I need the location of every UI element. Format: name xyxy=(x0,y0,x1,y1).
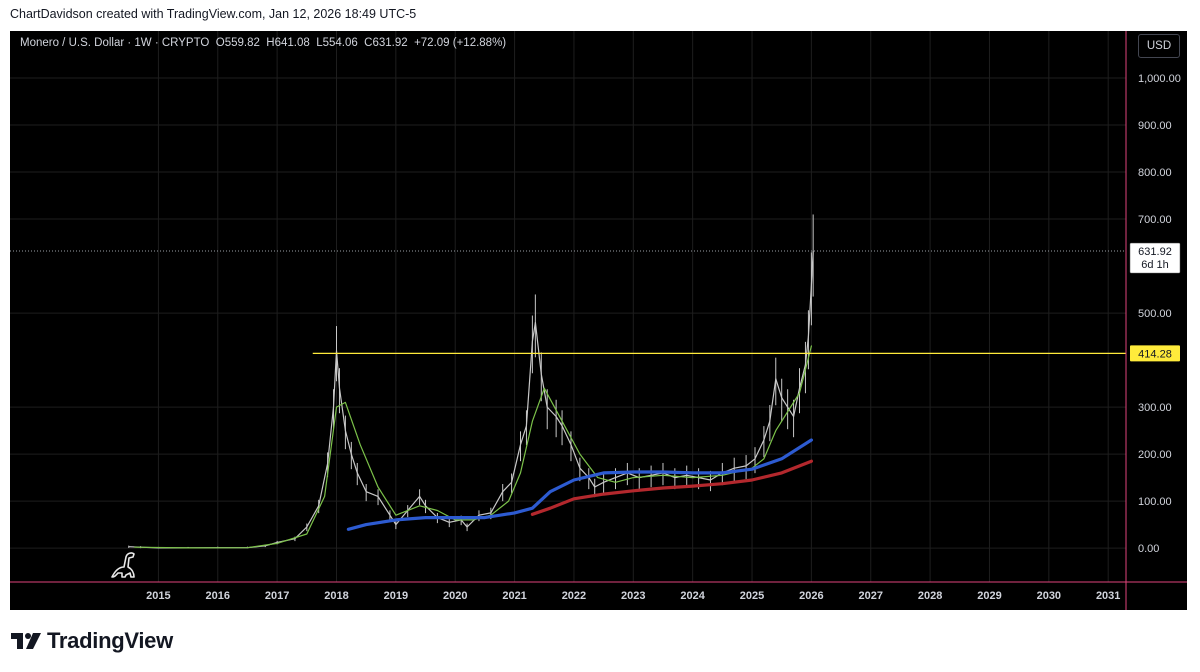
y-tick-label: 500.00 xyxy=(1138,308,1172,320)
x-tick-label: 2031 xyxy=(1096,590,1120,602)
x-tick-label: 2027 xyxy=(859,590,883,602)
price-chart[interactable]: 1,000.00 900.00 800.00 700.00 500.00 300.00 20… xyxy=(10,31,1187,610)
y-tick-label: 900.00 xyxy=(1138,120,1172,132)
x-tick-label: 2023 xyxy=(621,590,645,602)
brand-name: TradingView xyxy=(47,628,173,653)
x-tick-label: 2024 xyxy=(680,590,705,602)
symbol-name: Monero / U.S. Dollar · 1W · CRYPTO xyxy=(20,37,210,49)
x-tick-label: 2028 xyxy=(918,590,942,602)
y-tick-label: 0.00 xyxy=(1138,543,1159,555)
grid xyxy=(10,31,1126,582)
x-tick-label: 2019 xyxy=(384,590,408,602)
open-label: O xyxy=(215,37,225,49)
chart-panel[interactable]: 1,000.00 900.00 800.00 700.00 500.00 300.00 20… xyxy=(10,31,1187,610)
chart-caption: ChartDavidson created with TradingView.c… xyxy=(10,7,417,21)
tradingview-brand: TradingView xyxy=(11,628,173,654)
close-value: 631.92 xyxy=(372,37,408,49)
price-series-line xyxy=(128,251,814,549)
y-tick-label: 800.00 xyxy=(1138,167,1172,179)
x-tick-label: 2020 xyxy=(443,590,467,602)
low-label: L xyxy=(316,37,323,49)
y-tick-label: 1,000.00 xyxy=(1138,73,1181,85)
y-tick-label: 700.00 xyxy=(1138,214,1172,226)
x-tick-label: 2025 xyxy=(740,590,764,602)
y-tick-label: 100.00 xyxy=(1138,496,1172,508)
x-tick-label: 2017 xyxy=(265,590,289,602)
series-layer xyxy=(10,214,1126,578)
currency-button[interactable]: USD xyxy=(1138,34,1180,58)
close-label: C xyxy=(364,37,373,49)
x-tick-label: 2029 xyxy=(977,590,1001,602)
x-tick-label: 2022 xyxy=(562,590,586,602)
dino-icon xyxy=(111,552,135,578)
x-tick-label: 2018 xyxy=(324,590,348,602)
y-tick-label: 300.00 xyxy=(1138,402,1172,414)
high-label: H xyxy=(266,37,275,49)
axes: 1,000.00 900.00 800.00 700.00 500.00 300.00 20… xyxy=(10,31,1187,610)
level-badge xyxy=(1130,345,1180,362)
last-price-badge xyxy=(1129,242,1181,274)
low-value: 554.06 xyxy=(322,37,358,49)
x-tick-label: 2030 xyxy=(1037,590,1061,602)
moving-average-line-3 xyxy=(530,459,813,516)
dino-outline xyxy=(111,552,135,578)
x-tick-label: 2026 xyxy=(799,590,823,602)
last-price-badge-countdown: 6d 1h xyxy=(1141,259,1169,271)
change-value: +72.09 (+12.88%) xyxy=(414,37,507,49)
x-tick-label: 2015 xyxy=(146,590,170,602)
y-tick-label: 200.00 xyxy=(1138,449,1172,461)
level-badge-value: 414.28 xyxy=(1138,348,1172,360)
tradingview-logo-icon xyxy=(11,633,41,649)
symbol-legend: Monero / U.S. Dollar · 1W · CRYPTO O559.… xyxy=(20,37,506,49)
x-tick-label: 2021 xyxy=(502,590,526,602)
open-value: 559.82 xyxy=(224,37,260,49)
moving-average-line-2 xyxy=(346,438,813,531)
last-price-badge-value: 631.92 xyxy=(1138,246,1172,258)
high-value: 641.08 xyxy=(274,37,310,49)
x-tick-label: 2016 xyxy=(206,590,230,602)
